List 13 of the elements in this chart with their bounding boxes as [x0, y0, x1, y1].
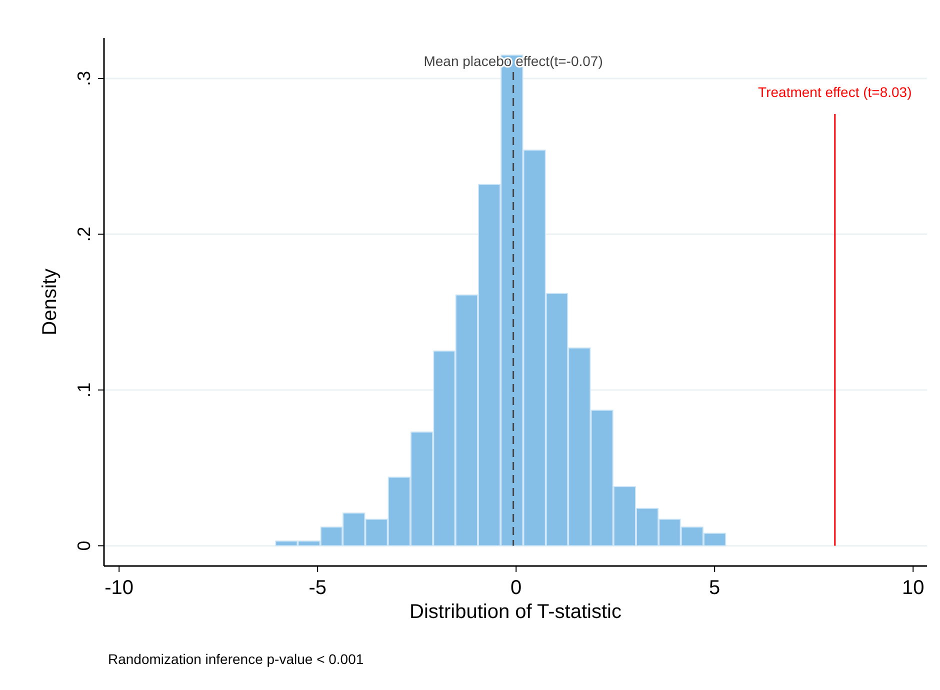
x-tick-label: 10: [902, 577, 924, 599]
y-tick-label: 0: [74, 540, 94, 551]
x-axis-title: Distribution of T-statistic: [410, 601, 622, 623]
x-tick-label: -10: [104, 577, 134, 599]
y-tick-label: .1: [74, 382, 94, 398]
y-tick-label: .3: [74, 70, 94, 86]
x-tick-label: 0: [510, 577, 522, 599]
x-tick-label: 5: [709, 577, 720, 599]
text: Randomization inference p-value < 0.001: [108, 651, 364, 667]
y-tick-label: .2: [74, 226, 94, 242]
ref-line-label: Treatment effect (t=8.03): [758, 84, 912, 100]
y-axis-title: Density: [39, 268, 61, 336]
x-tick-label: -5: [308, 577, 326, 599]
